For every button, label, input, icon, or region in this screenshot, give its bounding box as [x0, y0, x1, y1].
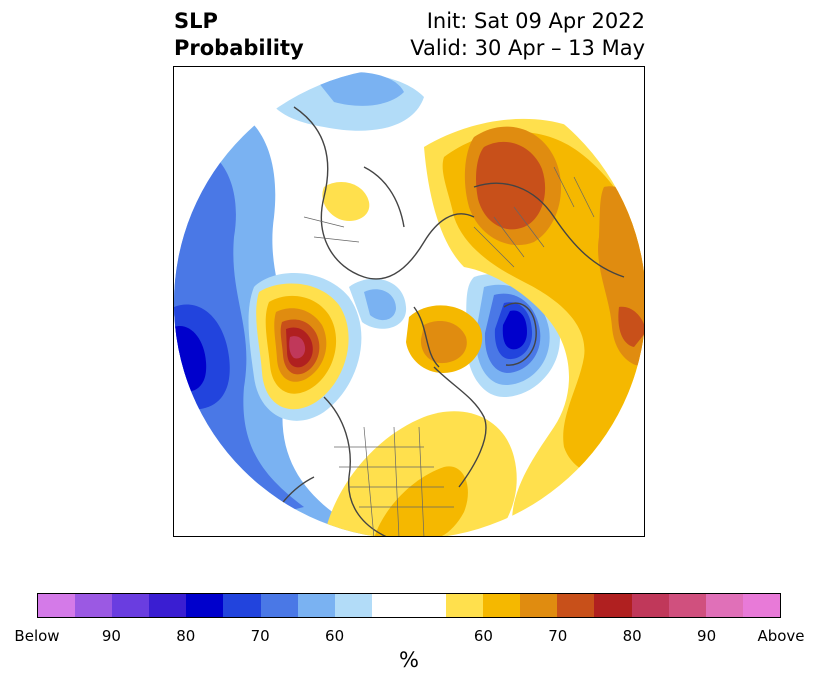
- colorbar-swatch: [260, 594, 298, 617]
- colorbar-tick-label: 70: [548, 627, 568, 645]
- colorbar-tick-label: 90: [101, 627, 121, 645]
- colorbar-swatch: [223, 594, 261, 617]
- colorbar-swatch: [594, 594, 632, 617]
- colorbar-swatch: [112, 594, 150, 617]
- polar-map: [173, 66, 645, 537]
- colorbar-swatch: [38, 594, 76, 617]
- colorbar-swatch: [408, 594, 447, 617]
- colorbar-swatch: [186, 594, 224, 617]
- colorbar-tick-label: Above: [757, 627, 805, 645]
- colorbar-swatch: [520, 594, 558, 617]
- map-title-dates: Init: Sat 09 Apr 2022 Valid: 30 Apr – 13…: [410, 9, 645, 60]
- colorbar-swatch: [334, 594, 372, 617]
- colorbar-tick-label: 60: [473, 627, 493, 645]
- colorbar-tick-label: Below: [14, 627, 60, 645]
- map-title-variable: SLP Probability: [174, 9, 304, 60]
- probability-field: [174, 67, 644, 536]
- colorbar-swatch: [705, 594, 743, 617]
- colorbar-tick-label: 80: [176, 627, 196, 645]
- colorbar-tick-label: 80: [622, 627, 642, 645]
- colorbar-tick-label: 90: [697, 627, 717, 645]
- colorbar-swatch: [371, 594, 409, 617]
- colorbar-unit-label: %: [399, 648, 419, 672]
- colorbar-swatch: [668, 594, 706, 617]
- colorbar-tick-label: 60: [325, 627, 345, 645]
- colorbar-tick-label: 70: [250, 627, 270, 645]
- colorbar-swatch: [742, 594, 780, 617]
- colorbar-swatch: [446, 594, 484, 617]
- colorbar-swatch: [297, 594, 335, 617]
- colorbar: [37, 593, 781, 618]
- colorbar-swatch: [557, 594, 595, 617]
- colorbar-swatch: [75, 594, 113, 617]
- colorbar-swatch: [149, 594, 187, 617]
- colorbar-swatch: [631, 594, 669, 617]
- colorbar-swatch: [483, 594, 521, 617]
